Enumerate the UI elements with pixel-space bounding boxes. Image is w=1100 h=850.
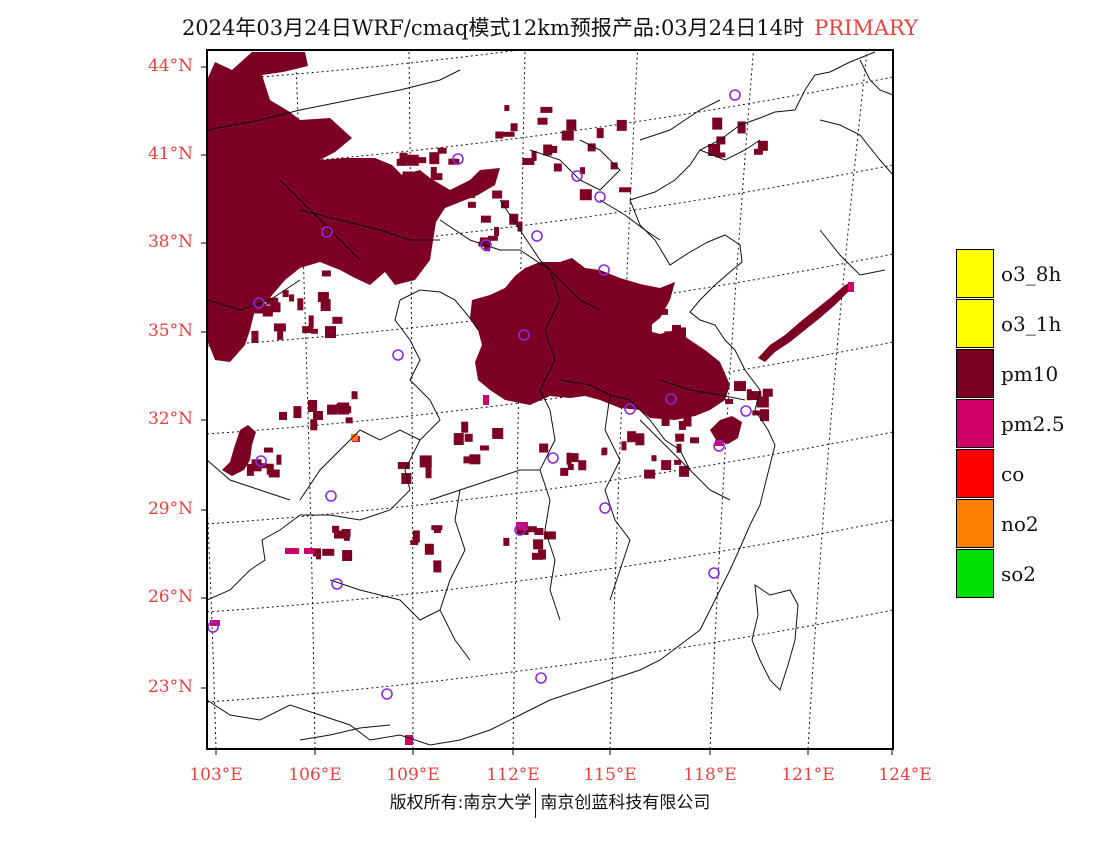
lat-label: 29°N <box>147 499 193 519</box>
station-marker <box>535 672 547 684</box>
legend-label: so2 <box>1001 562 1037 586</box>
legend-label: co <box>1001 462 1025 486</box>
legend-label: o3_8h <box>1001 262 1062 286</box>
legend-swatch <box>956 249 994 298</box>
lon-label: 112°E <box>486 765 540 785</box>
footer-divider <box>535 788 537 818</box>
station-marker <box>740 405 752 417</box>
lat-label: 32°N <box>147 409 193 429</box>
pollution-layer <box>207 52 854 745</box>
map-frame <box>206 49 894 750</box>
legend-label: o3_1h <box>1001 312 1062 336</box>
station-marker <box>729 89 741 101</box>
station-marker <box>708 567 720 579</box>
legend-swatch <box>956 299 994 348</box>
legend-label: no2 <box>1001 512 1039 536</box>
station-marker <box>594 191 606 203</box>
station-marker <box>452 153 464 165</box>
legend-swatch <box>956 499 994 548</box>
station-marker <box>381 688 393 700</box>
station-marker <box>392 349 404 361</box>
lat-label: 26°N <box>147 587 193 607</box>
lat-label: 35°N <box>147 321 193 341</box>
station-marker <box>624 403 636 415</box>
pollutant-tag: PRIMARY <box>814 16 919 40</box>
footer: 版权所有:南京大学 南京创蓝科技有限公司 <box>0 788 1100 818</box>
station-marker <box>547 452 559 464</box>
legend-swatch <box>956 399 994 448</box>
legend-swatch <box>956 549 994 598</box>
lat-label: 41°N <box>147 144 193 164</box>
map-title: 2024年03月24日WRF/cmaq模式12km预报产品:03月24日14时 P… <box>0 12 1100 42</box>
legend-swatch <box>956 449 994 498</box>
station-marker <box>514 524 526 536</box>
title-text: 2024年03月24日WRF/cmaq模式12km预报产品:03月24日14时 <box>181 16 805 40</box>
station-marker <box>665 393 677 405</box>
station-markers <box>207 89 752 700</box>
copyright-text: 版权所有:南京大学 <box>389 793 532 813</box>
station-marker <box>531 230 543 242</box>
lat-label: 23°N <box>147 677 193 697</box>
station-marker <box>255 455 267 467</box>
station-marker <box>599 502 611 514</box>
company-text: 南京创蓝科技有限公司 <box>540 793 711 813</box>
lon-label: 106°E <box>288 765 342 785</box>
legend-swatch <box>956 349 994 398</box>
province-boundaries <box>207 51 893 746</box>
station-marker <box>598 264 610 276</box>
station-marker <box>253 297 265 309</box>
station-marker <box>518 329 530 341</box>
lat-label: 44°N <box>147 56 193 76</box>
station-marker <box>571 170 583 182</box>
station-marker <box>480 239 492 251</box>
lon-label: 121°E <box>781 765 835 785</box>
legend-label: pm2.5 <box>1001 412 1065 436</box>
station-marker <box>331 578 343 590</box>
lon-label: 124°E <box>878 765 932 785</box>
station-marker <box>713 440 725 452</box>
legend-label: pm10 <box>1001 362 1059 386</box>
lon-label: 103°E <box>189 765 243 785</box>
lat-label: 38°N <box>147 232 193 252</box>
lon-label: 109°E <box>386 765 440 785</box>
lon-label: 118°E <box>683 765 737 785</box>
lon-label: 115°E <box>583 765 637 785</box>
station-marker <box>321 226 333 238</box>
station-marker <box>325 490 337 502</box>
